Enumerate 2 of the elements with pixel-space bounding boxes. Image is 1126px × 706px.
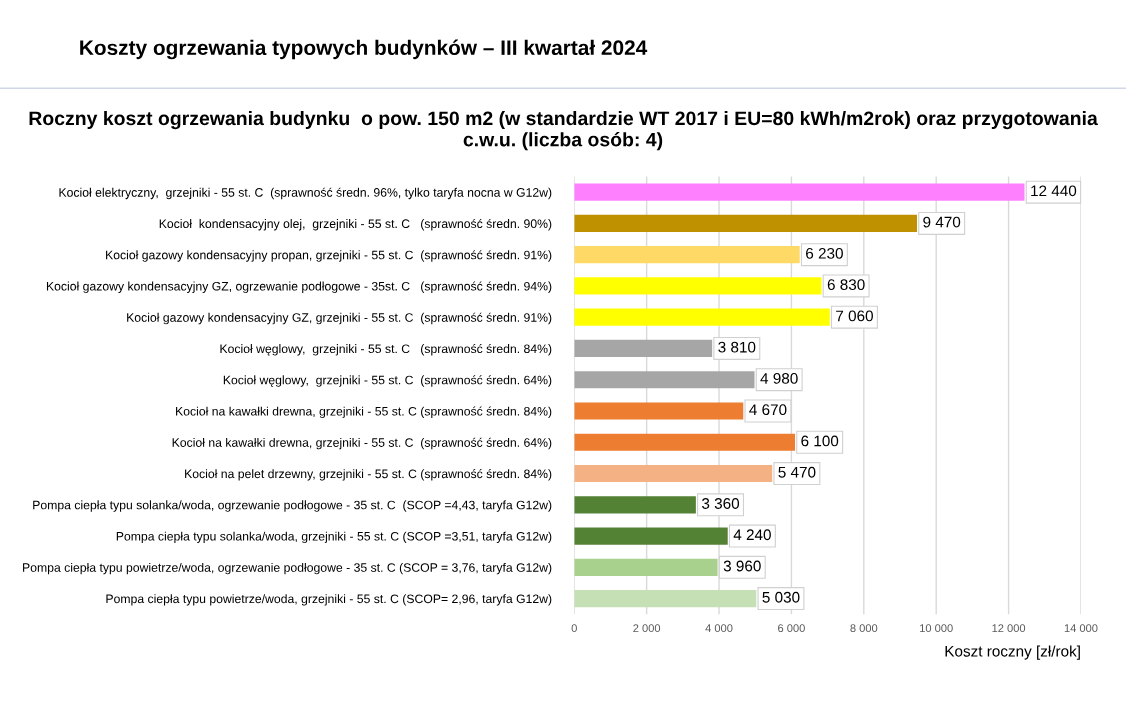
text: Koszty ogrzewania typowych budynków – III kwartał 2024 bbox=[80, 39, 648, 60]
chart-subtitle: Roczny koszt ogrzewania budynku o pow. 150 m2 (w standardzie WT 2017 i EU=80 kWh/m2rok) oraz przygotowania c.w.u. (liczba osób: 4) bbox=[29, 110, 1098, 151]
